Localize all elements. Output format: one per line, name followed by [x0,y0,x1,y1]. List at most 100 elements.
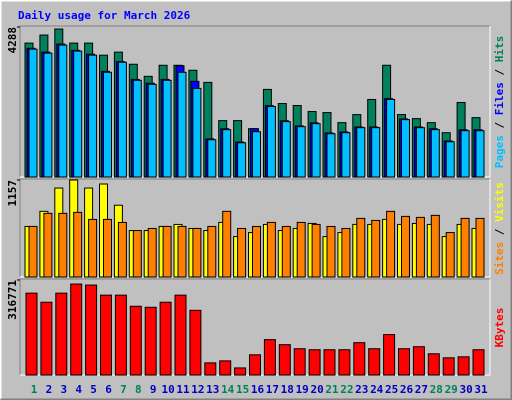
bar [28,48,38,178]
bar [177,71,187,178]
x-tick-label: 19 [296,383,309,396]
bar [472,349,485,376]
x-tick-label: 25 [385,383,398,396]
bar [117,221,127,278]
bar [383,334,396,376]
bar [40,301,53,376]
panel-shadow [19,178,490,277]
bar [58,212,68,278]
x-tick-label: 22 [340,383,353,396]
legend-entry: Hits [493,36,506,63]
bar [129,305,142,376]
x-tick-label: 24 [370,383,384,396]
legend-entry: Files [493,82,506,115]
bar [398,348,410,376]
bar [442,357,455,376]
bar [114,294,127,376]
bar [252,225,261,278]
legend-entry: KBytes [493,308,506,348]
bar [356,127,366,178]
bar [73,50,83,178]
x-tick-label: 2 [46,383,53,396]
y-tick-label: 316771 [6,280,19,320]
bar [58,44,68,178]
bar [222,210,232,278]
bar [296,221,306,278]
bar [308,349,321,376]
bar [266,221,276,278]
bar [460,130,470,178]
bar [293,348,306,376]
bar [475,130,485,178]
bar [85,284,98,376]
bar [323,349,336,376]
x-tick-label: 3 [60,383,67,396]
x-tick-label: 10 [161,383,174,396]
x-tick-label: 4 [75,383,82,396]
bar [132,79,142,178]
bar [353,342,366,376]
bar [371,127,381,178]
x-tick-label: 11 [176,383,190,396]
bar [263,339,276,376]
legend: Sites / Visits [493,182,506,275]
panel-shadow [19,278,490,375]
bar [43,52,53,178]
x-tick-label: 13 [206,383,219,396]
bar [252,131,261,178]
bar [43,212,53,278]
x-tick-label: 17 [266,383,279,396]
bar [371,219,381,278]
bar [356,217,366,278]
legend: KBytes [493,308,506,348]
x-tick-label: 5 [90,383,97,396]
bar [386,210,396,278]
bar [430,129,440,178]
bar [55,292,68,376]
bar [475,217,485,278]
bar [222,129,232,178]
bar [338,349,351,376]
bar [162,79,172,178]
x-tick-label: 16 [251,383,265,396]
bar [174,294,187,376]
x-tick-label: 26 [400,383,414,396]
bar [281,225,291,278]
bar [192,227,202,278]
bar [88,54,98,178]
bar [70,283,83,376]
bar [326,133,336,178]
bar [132,230,142,278]
x-tick-label: 8 [135,383,142,396]
x-tick-label: 27 [415,383,428,396]
x-tick-label: 31 [474,383,488,396]
bar [326,225,336,278]
bar [189,309,202,376]
bar [25,292,38,376]
bar [159,301,172,376]
legend-separator: / [493,115,506,135]
bar [266,106,276,178]
bar [117,61,127,178]
x-tick-label: 6 [105,383,112,396]
bar [401,119,410,178]
x-tick-label: 28 [430,383,443,396]
legend-separator: / [493,62,506,82]
bar [311,123,321,178]
bar [28,225,38,278]
bar [177,225,187,278]
bar [445,141,455,178]
bar [73,211,83,278]
x-tick-label: 12 [191,383,204,396]
bar [207,225,217,278]
bar [415,127,425,178]
y-tick-label: 4288 [6,27,19,54]
bar [204,362,217,376]
legend-entry: Visits [493,182,506,222]
bar [278,344,291,376]
x-tick-label: 18 [281,383,294,396]
bar [296,126,306,178]
bar [445,232,455,278]
legend-entry: Sites [493,242,506,275]
